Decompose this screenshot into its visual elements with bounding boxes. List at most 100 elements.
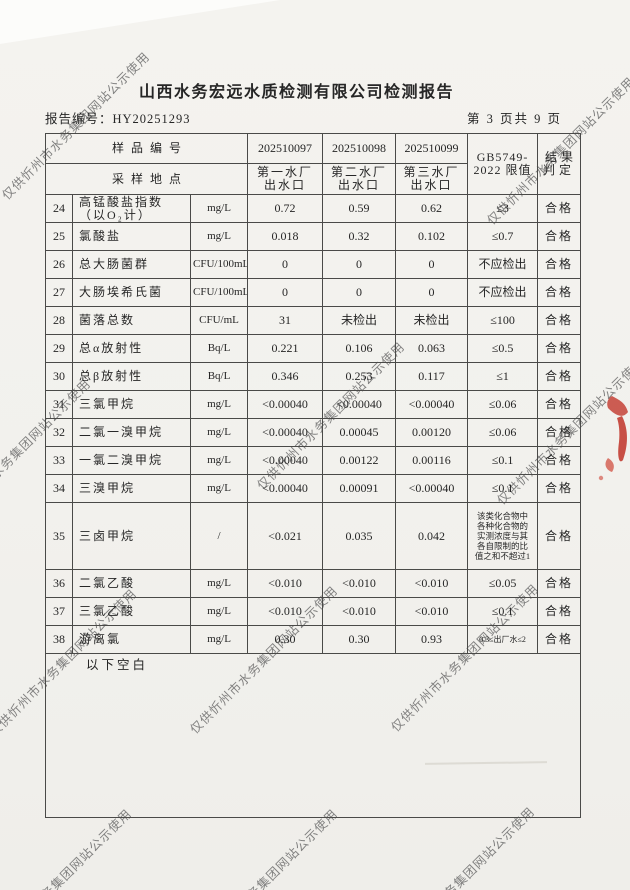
cell-value-plant1: 0 [247,250,324,279]
cell-parameter-name: 氯酸盐 [72,222,191,251]
cell-value-plant3: 0.00116 [395,446,469,475]
cell-value-plant2: 0.00045 [322,418,397,447]
cell-value-plant3: 0.117 [395,362,469,391]
report-title: 山西水务宏远水质检测有限公司检测报告 [138,84,454,101]
cell-limit: ≤0.1 [467,474,539,503]
red-seal-fragment [598,396,628,481]
cell-value-plant2: <0.00040 [322,390,397,419]
table-row: 30 总β放射性 Bq/L 0.346 0.253 0.117 ≤1 合格 [45,362,582,391]
table-row: 36 二氯乙酸 mg/L <0.010 <0.010 <0.010 ≤0.05 … [45,569,582,598]
cell-row-number: 38 [45,625,73,654]
blank-row: 以下空白 [44,653,582,818]
cell-unit: Bq/L [189,362,249,391]
cell-result: 合格 [537,569,582,598]
cell-unit: mg/L [189,222,249,251]
cell-value-plant3: 0.62 [395,194,469,223]
table-row: 27 大肠埃希氏菌 CFU/100mL 0 0 0 不应检出 合格 [45,278,582,307]
table-row: 32 二氯一溴甲烷 mg/L <0.00040 0.00045 0.00120 … [45,418,582,447]
cell-value-plant2: 0.253 [322,362,397,391]
table-row: 28 菌落总数 CFU/mL 31 未检出 未检出 ≤100 合格 [45,306,582,335]
cell-parameter-name: 总α放射性 [72,334,191,363]
cell-result: 合格 [537,474,582,503]
cell-row-number: 35 [45,502,73,570]
table-row: 25 氯酸盐 mg/L 0.018 0.32 0.102 ≤0.7 合格 [45,222,582,251]
header-standard-limit: GB5749- 2022 限值 [467,133,539,195]
cell-limit: 0.3≤出厂水≤2 [467,625,539,654]
cell-row-number: 36 [45,569,73,598]
header-location-label: 采样地点 [44,163,249,195]
table-row: 35 三卤甲烷 / <0.021 0.035 0.042 该类化合物中 各种化合… [45,502,582,570]
header-sample-3: 202510099 [395,133,469,164]
cell-value-plant2: 0.00122 [322,446,397,475]
cell-unit: / [189,502,249,570]
table-row: 29 总α放射性 Bq/L 0.221 0.106 0.063 ≤0.5 合格 [45,334,582,363]
cell-unit: mg/L [189,569,249,598]
cell-value-plant3: 0 [395,278,469,307]
cell-row-number: 33 [45,446,73,475]
cell-result: 合格 [537,194,582,223]
cell-limit: ≤1 [467,362,539,391]
cell-value-plant2: 0.106 [322,334,397,363]
cell-value-plant1: 0.018 [247,222,324,251]
cell-limit: ≤0.06 [467,418,539,447]
report-number: 报告编号：HY20251293 [45,112,191,126]
cell-value-plant2: 0.32 [322,222,397,251]
cell-limit: ≤0.5 [467,334,539,363]
cell-value-plant1: <0.00040 [247,418,324,447]
cell-row-number: 31 [45,390,73,419]
cell-parameter-name: 一氯二溴甲烷 [72,446,191,475]
cell-unit: mg/L [189,474,249,503]
cell-value-plant2: 0.59 [322,194,397,223]
cell-unit: mg/L [189,194,249,223]
cell-value-plant3: 0.042 [395,502,469,570]
cell-limit: ≤0.1 [467,597,539,626]
cell-row-number: 27 [45,278,73,307]
table-row: 24 高锰酸盐指数 （以O₂计） mg/L 0.72 0.59 0.62 ≤3 … [45,194,582,223]
header-location-2: 第二水厂 出水口 [322,163,397,195]
cell-parameter-name: 二氯乙酸 [72,569,191,598]
cell-limit: 该类化合物中 各种化合物的 实测浓度与其 各自限制的比 值之和不超过1 [467,502,539,570]
cell-result: 合格 [537,446,582,475]
cell-unit: mg/L [189,625,249,654]
cell-parameter-name: 大肠埃希氏菌 [72,278,191,307]
cell-value-plant2: 未检出 [322,306,397,335]
cell-row-number: 37 [45,597,73,626]
cell-parameter-name: 三氯乙酸 [72,597,191,626]
header-row-sample-id: 样品编号 202510097 202510098 202510099 GB574… [44,133,582,195]
cell-value-plant1: 0.30 [247,625,324,654]
cell-value-plant2: 0.30 [322,625,397,654]
cell-row-number: 32 [45,418,73,447]
cell-value-plant1: 0.72 [247,194,324,223]
cell-row-number: 30 [45,362,73,391]
cell-value-plant2: <0.010 [322,569,397,598]
cell-result: 合格 [537,390,582,419]
cell-value-plant1: 0.346 [247,362,324,391]
table-row: 33 一氯二溴甲烷 mg/L <0.00040 0.00122 0.00116 … [45,446,582,475]
cell-limit: ≤0.7 [467,222,539,251]
cell-result: 合格 [537,278,582,307]
cell-value-plant2: 0.035 [322,502,397,570]
cell-value-plant1: <0.010 [247,597,324,626]
table-row: 31 三氯甲烷 mg/L <0.00040 <0.00040 <0.00040 … [45,390,582,419]
cell-unit: mg/L [189,390,249,419]
below-blank-label: 以下空白 [86,658,149,672]
cell-limit: 不应检出 [467,250,539,279]
cell-value-plant1: 0.221 [247,334,324,363]
cell-parameter-name: 三卤甲烷 [72,502,191,570]
cell-result: 合格 [537,362,582,391]
cell-parameter-name: 菌落总数 [72,306,191,335]
cell-row-number: 25 [45,222,73,251]
cell-parameter-name: 三氯甲烷 [72,390,191,419]
cell-result: 合格 [537,222,582,251]
header-sample-1: 202510097 [247,133,324,164]
header-sample-id-label: 样品编号 [44,133,249,164]
cell-value-plant2: 0 [322,278,397,307]
cell-limit: ≤3 [467,194,539,223]
cell-value-plant1: <0.010 [247,569,324,598]
cell-unit: Bq/L [189,334,249,363]
cell-result: 合格 [537,250,582,279]
cell-parameter-name: 二氯一溴甲烷 [72,418,191,447]
cell-value-plant2: <0.010 [322,597,397,626]
cell-limit: ≤0.05 [467,569,539,598]
